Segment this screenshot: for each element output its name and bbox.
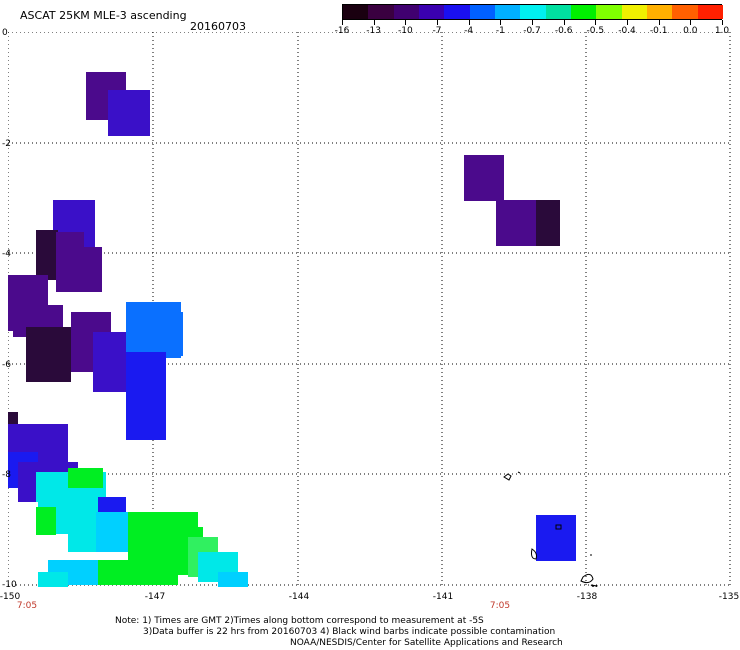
data-cell xyxy=(464,155,504,201)
color-scale-tick xyxy=(690,20,692,25)
color-scale-tick xyxy=(532,20,533,25)
island-outline xyxy=(503,473,512,481)
color-scale-tick xyxy=(722,20,723,25)
y-label-5: -10 xyxy=(2,580,17,590)
data-cell xyxy=(68,468,103,488)
color-scale-segment xyxy=(621,5,648,19)
color-scale-label: 0.0 xyxy=(683,26,698,36)
color-scale-tick xyxy=(563,20,565,25)
data-cell xyxy=(143,312,183,356)
data-cell xyxy=(36,230,58,280)
data-cell xyxy=(218,572,248,587)
data-cell xyxy=(36,507,56,535)
data-cell xyxy=(38,572,68,587)
color-scale-segment xyxy=(672,5,699,19)
color-scale-label: -10 xyxy=(397,26,413,36)
x-label-2: -144 xyxy=(288,592,310,602)
island-outline xyxy=(580,573,594,584)
x-label-3: -141 xyxy=(432,592,454,602)
color-scale-tick xyxy=(658,20,660,25)
y-label-0: 0 xyxy=(2,28,8,38)
wind-map-plot xyxy=(8,32,731,587)
data-cell xyxy=(8,412,18,424)
data-cell xyxy=(78,247,102,292)
color-scale-segment xyxy=(495,5,521,19)
data-cell xyxy=(536,515,576,561)
y-label-3: -6 xyxy=(2,360,11,370)
color-scale-segment xyxy=(469,5,496,19)
color-scale-tick xyxy=(437,20,438,25)
data-cell xyxy=(536,200,560,246)
color-scale-segment xyxy=(647,5,673,19)
island-outline xyxy=(590,584,599,587)
color-scale-tick xyxy=(405,20,407,25)
color-scale-bar xyxy=(342,4,724,20)
color-scale-segment xyxy=(419,5,445,19)
time-label-right: 7:05 xyxy=(489,601,511,611)
color-scale-segment xyxy=(368,5,395,19)
time-label-left: 7:05 xyxy=(16,601,38,611)
color-scale-tick xyxy=(468,20,470,25)
data-cell xyxy=(496,200,536,246)
color-scale-tick xyxy=(342,20,343,25)
color-scale-tick xyxy=(627,20,628,25)
color-scale-label: -0.5 xyxy=(586,26,605,36)
color-scale-label: -0.7 xyxy=(523,26,541,36)
color-scale-segment xyxy=(596,5,623,19)
island-outline xyxy=(531,548,537,560)
note-line-1: Note: 1) Times are GMT 2)Times along bot… xyxy=(115,616,484,626)
color-scale-segment xyxy=(571,5,597,19)
x-label-0: -150 xyxy=(0,592,21,602)
color-scale-segment xyxy=(697,5,724,19)
color-scale-tick xyxy=(595,20,597,25)
x-label-5: -135 xyxy=(718,592,740,602)
data-cell xyxy=(26,327,71,382)
color-scale-tick xyxy=(500,20,502,25)
color-scale-label: -0.1 xyxy=(649,26,668,36)
color-scale-tick xyxy=(373,20,375,25)
data-cells xyxy=(8,72,576,587)
note-line-3: NOAA/NESDIS/Center for Satellite Applica… xyxy=(290,638,563,648)
y-label-4: -8 xyxy=(2,470,11,480)
color-scale-segment xyxy=(393,5,420,19)
island-outlines xyxy=(503,471,599,587)
color-scale-label: -1 xyxy=(495,26,505,36)
note-line-2: 3)Data buffer is 22 hrs from 20160703 4)… xyxy=(143,627,556,637)
color-scale-segment xyxy=(444,5,471,19)
color-scale-segment xyxy=(520,5,547,19)
map-date: 20160703 xyxy=(190,20,246,33)
color-scale-label: -13 xyxy=(366,26,382,36)
color-scale-label: -0.4 xyxy=(618,26,636,36)
color-scale-label: -0.6 xyxy=(554,26,573,36)
color-scale-label: -7 xyxy=(432,26,442,36)
x-label-1: -147 xyxy=(144,592,166,602)
data-cell xyxy=(108,90,150,136)
color-scale-label: 1.0 xyxy=(714,26,730,36)
data-cell xyxy=(98,560,178,585)
color-scale-label: -16 xyxy=(334,26,350,36)
y-label-2: -4 xyxy=(2,249,11,259)
color-scale-segment xyxy=(545,5,572,19)
island-outline xyxy=(555,524,562,530)
color-scale-segment xyxy=(343,5,369,19)
island-outline xyxy=(517,471,521,474)
x-label-4: -138 xyxy=(576,592,598,602)
y-label-1: -2 xyxy=(2,139,11,149)
color-scale-label: -4 xyxy=(464,26,474,36)
map-title: ASCAT 25KM MLE-3 ascending xyxy=(20,9,187,22)
data-cell xyxy=(126,382,166,440)
